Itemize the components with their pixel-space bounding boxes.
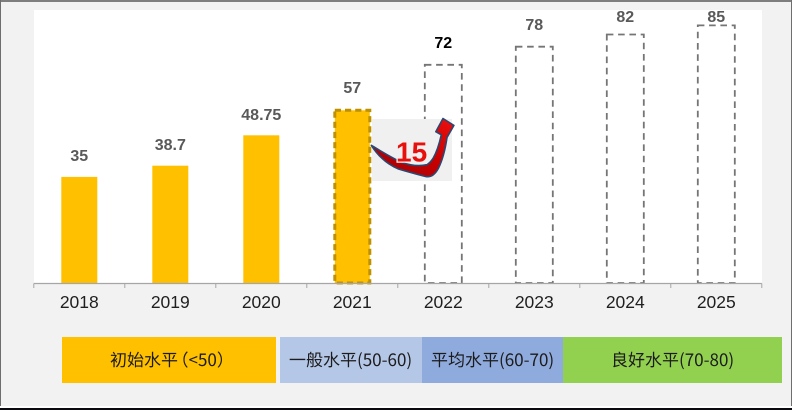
svg-text:15: 15 [396,137,427,168]
